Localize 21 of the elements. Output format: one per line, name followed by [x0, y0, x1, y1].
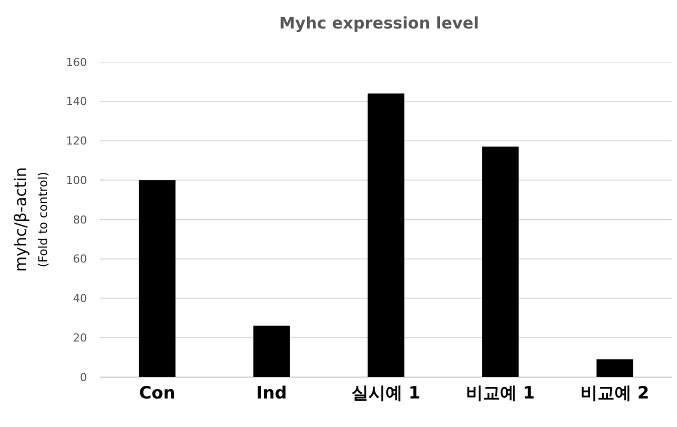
bar [368, 94, 404, 377]
y-axis-title: myhc/β-actin (Fold to control) [11, 167, 50, 272]
y-tick-label: 60 [73, 252, 87, 266]
x-tick-label: 비교예 1 [466, 383, 535, 404]
x-tick-label: 비교예 2 [580, 383, 650, 404]
bar [596, 359, 634, 377]
bar [253, 326, 290, 377]
y-tick-label: 40 [73, 292, 87, 306]
x-tick-label: Ind [256, 383, 287, 404]
y-tick-label: 20 [73, 331, 87, 344]
y-tick-label: 100 [66, 174, 87, 187]
y-tick-label: 160 [66, 56, 87, 69]
x-tick-label: 실시예 1 [352, 383, 420, 404]
y-tick-label: 140 [66, 95, 87, 108]
bar [482, 146, 519, 377]
chart-title: Myhc expression level [279, 13, 479, 32]
bar [138, 180, 176, 377]
y-tick-label: 80 [73, 213, 87, 226]
x-tick-label: Con [139, 383, 176, 404]
y-tick-label: 0 [80, 370, 87, 384]
y-tick-label: 120 [66, 134, 87, 148]
